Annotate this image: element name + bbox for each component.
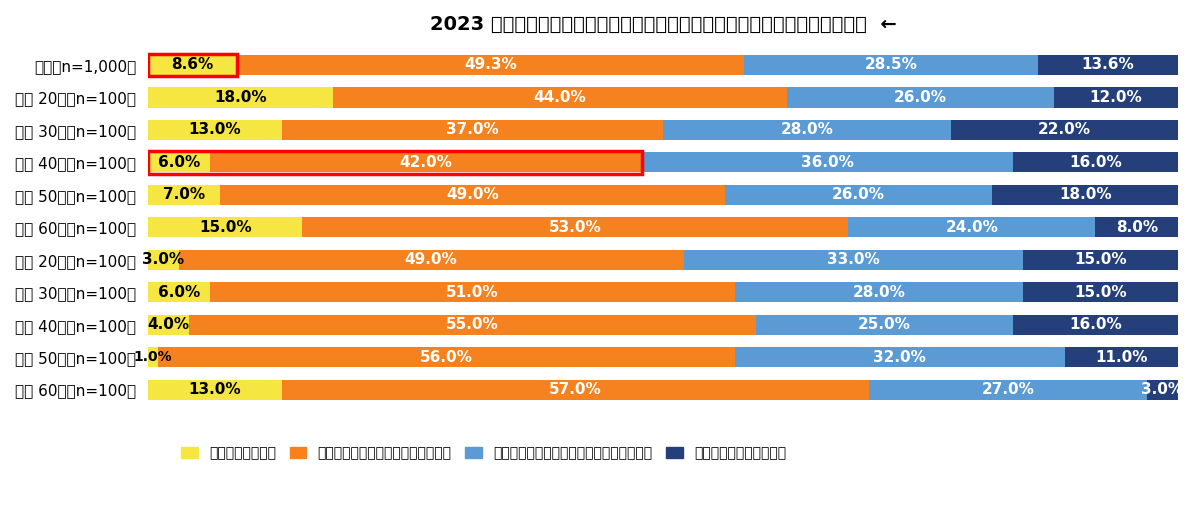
Text: 28.0%: 28.0% [781,123,834,137]
Bar [148,151,642,174]
Text: 18.0%: 18.0% [1058,187,1111,202]
Bar [1024,249,1178,270]
Bar [662,120,952,140]
Text: 13.6%: 13.6% [1081,58,1134,72]
Bar [786,88,1055,107]
Bar [148,55,236,75]
Text: 49.0%: 49.0% [446,187,499,202]
Text: 27.0%: 27.0% [982,382,1034,397]
Bar [148,88,334,107]
Bar [148,379,282,400]
Bar [210,282,736,302]
Bar [148,249,179,270]
Bar [302,217,848,237]
Text: 7.0%: 7.0% [163,187,205,202]
Text: 49.0%: 49.0% [404,252,457,267]
Bar [744,55,1038,75]
Text: 26.0%: 26.0% [832,187,886,202]
Text: 16.0%: 16.0% [1069,317,1122,332]
Bar [179,249,684,270]
Text: 28.5%: 28.5% [865,58,918,72]
Text: 3.0%: 3.0% [1141,382,1183,397]
Text: 15.0%: 15.0% [199,220,252,235]
Text: 6.0%: 6.0% [157,155,200,170]
Text: 56.0%: 56.0% [420,350,473,365]
Text: 25.0%: 25.0% [858,317,911,332]
Bar [725,185,992,205]
Text: 4.0%: 4.0% [148,317,190,332]
Bar [148,282,210,302]
Text: 1.0%: 1.0% [133,350,173,364]
Bar [190,314,756,335]
Bar [158,347,736,367]
Bar [1013,314,1178,335]
Text: 36.0%: 36.0% [802,155,854,170]
Bar [148,120,282,140]
Text: 22.0%: 22.0% [1038,123,1091,137]
Bar [684,249,1024,270]
Text: 13.0%: 13.0% [188,382,241,397]
Bar [736,282,1024,302]
Text: 6.0%: 6.0% [157,285,200,300]
Bar [220,185,725,205]
Text: 11.0%: 11.0% [1094,350,1147,365]
Bar [992,185,1178,205]
Text: 3.0%: 3.0% [143,252,185,267]
Bar [1096,217,1178,237]
Bar [1038,55,1178,75]
Bar [756,314,1013,335]
Text: 15.0%: 15.0% [1074,252,1127,267]
Bar [1147,379,1178,400]
Text: 15.0%: 15.0% [1074,285,1127,300]
Bar [148,185,220,205]
Bar [952,120,1178,140]
Bar [148,217,302,237]
Bar [1024,282,1178,302]
Bar [642,152,1013,172]
Text: 26.0%: 26.0% [894,90,947,105]
Text: 57.0%: 57.0% [548,382,601,397]
Bar [848,217,1096,237]
Text: 37.0%: 37.0% [446,123,499,137]
Legend: 取れていたと思う, どちらかといえば取れていたと思う, どちらかといえば取れていなかったと思う, 取れていなかったと思う: 取れていたと思う, どちらかといえば取れていたと思う, どちらかといえば取れてい… [175,441,792,466]
Text: 53.0%: 53.0% [548,220,601,235]
Text: 16.0%: 16.0% [1069,155,1122,170]
Bar [282,379,869,400]
Bar [148,152,210,172]
Text: 8.0%: 8.0% [1116,220,1158,235]
Text: 24.0%: 24.0% [946,220,998,235]
Bar [148,347,158,367]
Text: 33.0%: 33.0% [827,252,880,267]
Bar [1013,152,1178,172]
Text: 18.0%: 18.0% [215,90,266,105]
Bar [236,55,744,75]
Bar [1055,88,1178,107]
Bar [148,314,190,335]
Text: 13.0%: 13.0% [188,123,241,137]
Bar [210,152,642,172]
Bar [148,53,236,77]
Text: 44.0%: 44.0% [534,90,587,105]
Text: 51.0%: 51.0% [446,285,499,300]
Text: 8.6%: 8.6% [172,58,214,72]
Bar [282,120,662,140]
Text: 55.0%: 55.0% [446,317,499,332]
Title: 2023 年を振り返り、食事は栄養バランスが取れていたと思うか（単数回答）  ←: 2023 年を振り返り、食事は栄養バランスが取れていたと思うか（単数回答） ← [430,15,896,34]
Text: 32.0%: 32.0% [874,350,926,365]
Bar [736,347,1064,367]
Text: 49.3%: 49.3% [464,58,517,72]
Bar [869,379,1147,400]
Text: 28.0%: 28.0% [853,285,906,300]
Bar [1064,347,1178,367]
Bar [334,88,786,107]
Text: 42.0%: 42.0% [400,155,452,170]
Text: 12.0%: 12.0% [1090,90,1142,105]
